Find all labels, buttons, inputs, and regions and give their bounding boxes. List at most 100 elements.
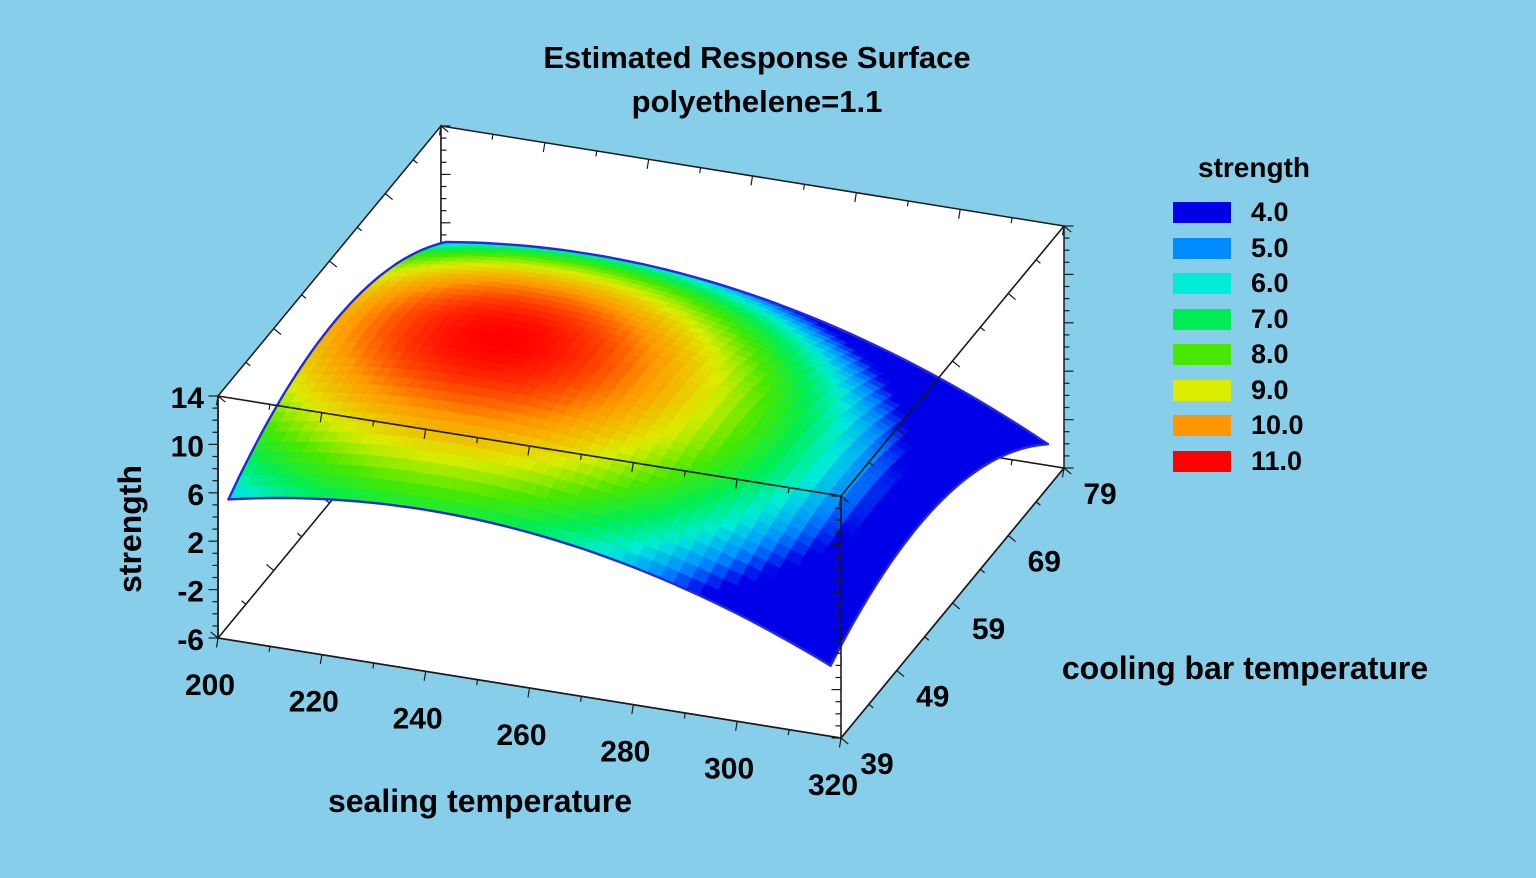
y-tick: [868, 461, 874, 467]
y-tick: [952, 360, 961, 368]
legend-value-label: 6.0: [1251, 268, 1289, 299]
x-tick: [215, 395, 219, 406]
x-tick: [438, 125, 442, 136]
x-tick: [1061, 467, 1065, 478]
legend-value-label: 10.0: [1251, 410, 1304, 441]
x-tick: [958, 209, 961, 219]
x-tick: [319, 654, 323, 665]
y-tick: [1007, 535, 1016, 543]
x-tick: [579, 696, 583, 702]
legend-color-swatch: [1173, 202, 1231, 224]
x-tick: [1061, 225, 1065, 236]
legend-value-label: 11.0: [1251, 445, 1303, 476]
x-tick-label: 220: [289, 686, 339, 719]
z-tick-label: -6: [177, 624, 204, 657]
y-tick: [896, 428, 905, 436]
z-axis-title: strength: [112, 465, 148, 593]
x-tick: [595, 150, 598, 157]
y-tick: [1035, 501, 1041, 506]
x-tick: [1010, 459, 1013, 466]
legend-color-swatch: [1173, 415, 1231, 437]
y-tick: [1035, 259, 1041, 264]
box-top-right-edge: [840, 225, 1065, 497]
legend-entry: 4.0: [1173, 195, 1343, 231]
y-tick: [1063, 225, 1072, 233]
legend-entry: 11.0: [1173, 444, 1343, 480]
x-tick: [787, 487, 790, 494]
z-tick-label: -2: [177, 576, 204, 609]
chart-subtitle: polyethelene=1.1: [631, 84, 883, 119]
y-tick: [301, 294, 307, 299]
legend-value-label: 4.0: [1251, 197, 1289, 228]
legend-entry: 9.0: [1173, 373, 1343, 409]
x-tick: [542, 142, 546, 153]
x-tick: [268, 404, 271, 410]
legend-color-swatch: [1173, 308, 1231, 330]
y-tick: [979, 326, 985, 332]
z-tick-label: 14: [171, 382, 205, 415]
x-tick: [838, 737, 842, 748]
x-tick: [683, 470, 686, 477]
legend-color-swatch: [1173, 273, 1231, 295]
legend-title: strength: [1198, 152, 1310, 183]
x-axis-title: sealing temperature: [328, 783, 632, 819]
y-axis-line: [840, 467, 1065, 739]
x-tick: [750, 175, 754, 186]
legend-entry: 10.0: [1173, 408, 1343, 444]
y-tick: [868, 703, 874, 709]
y-tick: [896, 670, 905, 678]
y-tick: [979, 568, 985, 574]
x-tick: [423, 671, 427, 681]
z-tick-label: 10: [171, 430, 204, 463]
x-tick: [268, 646, 271, 652]
y-tick: [217, 395, 226, 403]
x-tick-label: 240: [393, 702, 443, 735]
x-tick: [735, 479, 738, 489]
legend-value-label: 9.0: [1251, 374, 1289, 405]
y-tick: [356, 226, 362, 232]
y-tick: [329, 260, 338, 268]
y-tick: [440, 125, 449, 133]
legend-entry: 6.0: [1173, 266, 1343, 302]
y-tick-label: 69: [1028, 545, 1061, 578]
box-foreground: [208, 225, 1072, 748]
x-tick: [838, 495, 842, 506]
y-axis-title: cooling bar temperature: [1062, 650, 1428, 686]
legend-color-swatch: [1173, 379, 1231, 401]
x-tick-label: 280: [600, 736, 650, 769]
z-tick-label: 6: [187, 479, 204, 512]
y-tick: [297, 532, 303, 538]
x-tick: [1010, 217, 1013, 224]
y-tick-label: 49: [916, 680, 949, 713]
legend-value-label: 7.0: [1251, 303, 1289, 334]
x-tick: [631, 462, 634, 473]
surface-outline: [227, 240, 1050, 667]
legend-color-swatch: [1173, 237, 1231, 259]
y-tick: [840, 737, 849, 745]
y-tick: [840, 495, 849, 503]
x-tick: [802, 184, 806, 190]
x-tick: [854, 192, 857, 203]
x-tick: [683, 712, 686, 719]
y-tick: [952, 602, 961, 610]
x-tick: [646, 159, 650, 169]
y-tick-label: 79: [1083, 478, 1116, 511]
x-tick-label: 200: [185, 669, 235, 702]
y-tick: [1063, 467, 1072, 475]
legend-entry: 8.0: [1173, 337, 1343, 373]
x-tick: [491, 134, 494, 140]
x-tick: [319, 412, 323, 423]
y-tick: [924, 394, 930, 399]
x-tick: [215, 637, 219, 648]
legend-entry: 5.0: [1173, 231, 1343, 267]
x-tick: [579, 454, 583, 460]
y-tick: [384, 193, 393, 201]
x-tick: [423, 429, 427, 439]
legend-value-label: 5.0: [1251, 232, 1289, 263]
x-tick: [787, 729, 790, 736]
y-tick: [210, 631, 219, 639]
x-tick: [527, 687, 531, 698]
legend-value-label: 8.0: [1251, 339, 1289, 370]
